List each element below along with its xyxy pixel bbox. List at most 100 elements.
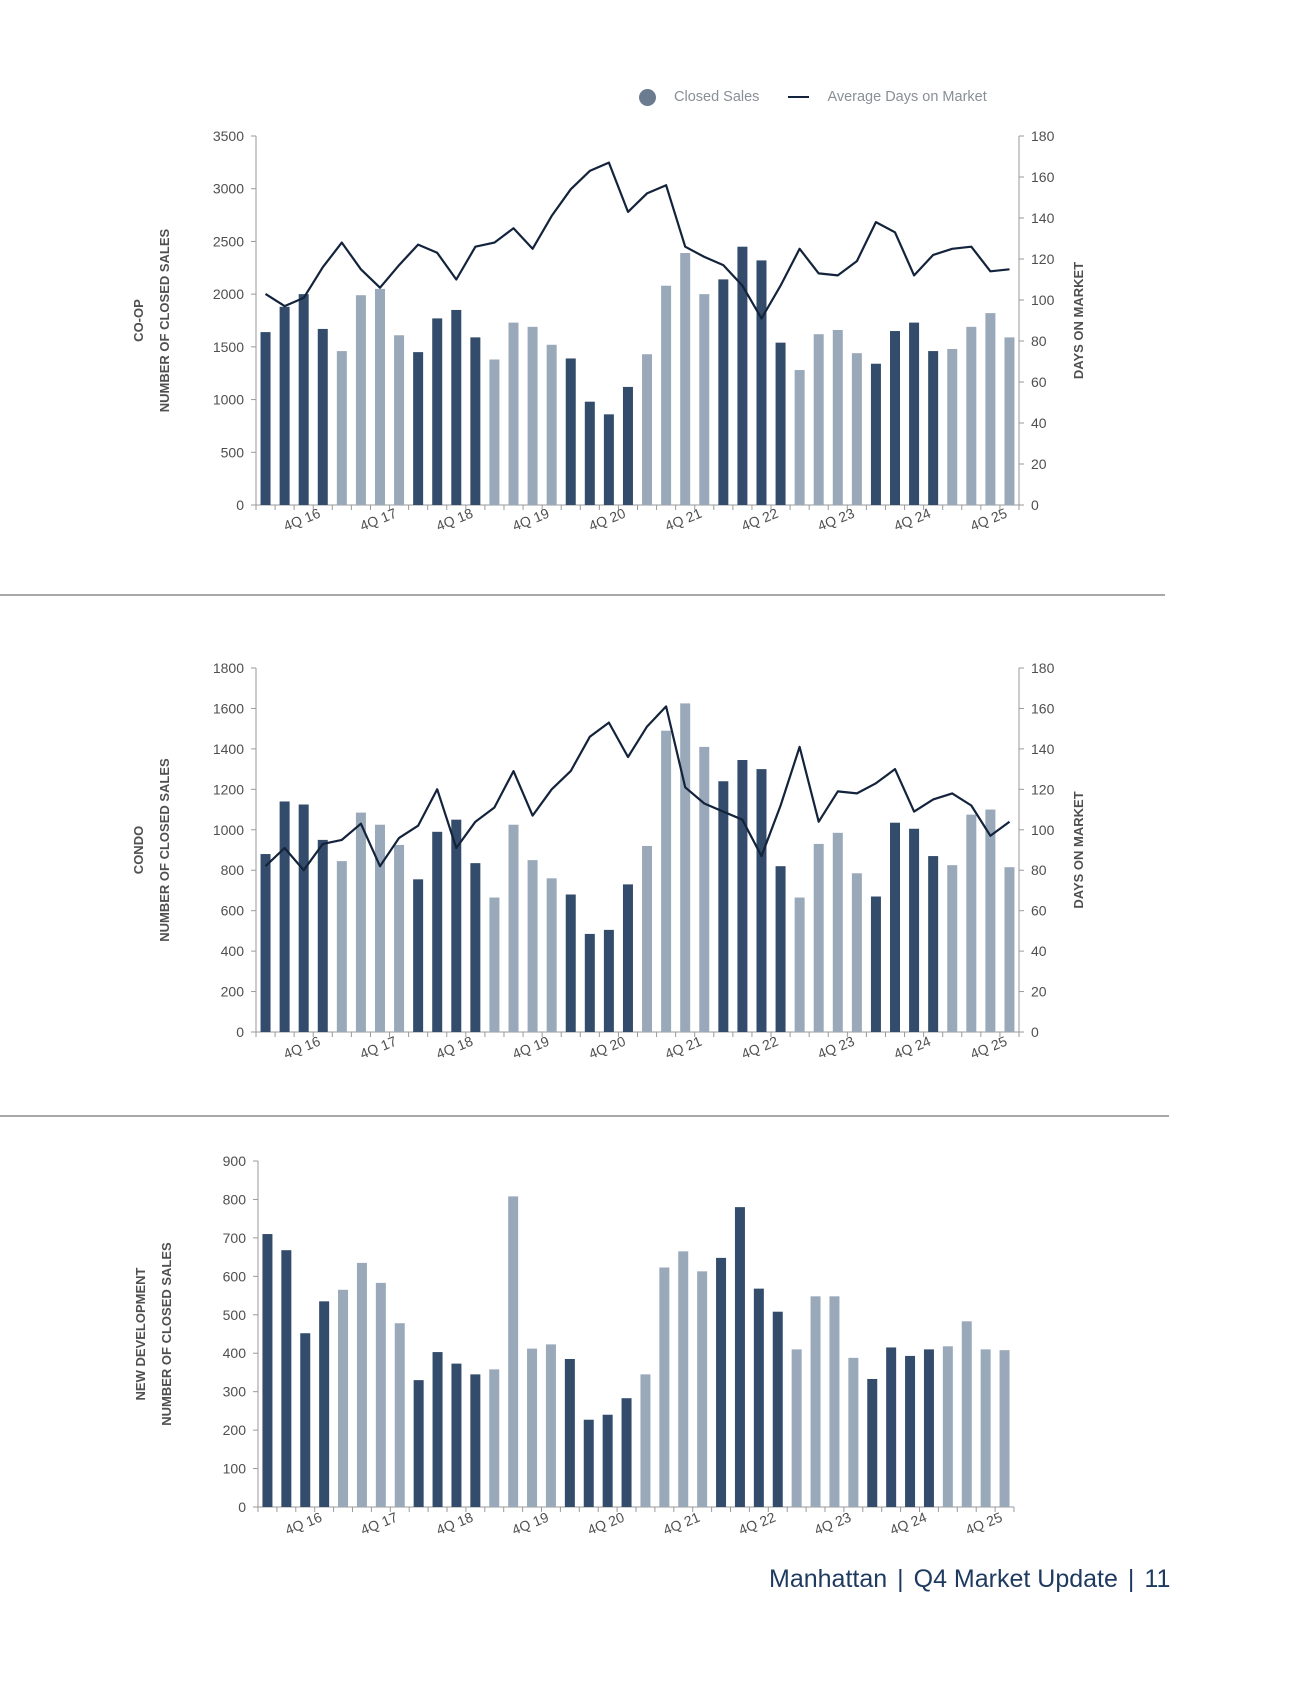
y-tick-label: 1500	[213, 339, 244, 355]
closed-sales-bar	[565, 358, 576, 505]
closed-sales-bar	[470, 1374, 481, 1507]
x-tick-label: 4Q 16	[283, 1509, 325, 1538]
closed-sales-bar	[394, 335, 405, 505]
y2-tick-label: 100	[1031, 822, 1055, 838]
days-on-market-line	[264, 161, 1010, 320]
y2-tick-label: 40	[1031, 415, 1047, 431]
closed-sales-bar	[716, 1257, 727, 1507]
y2-tick-label: 160	[1031, 700, 1055, 716]
coop-chart: 0 500 1000 1500 2000 2500 3000 3500 0 20 40 60 80 100…	[131, 128, 1086, 534]
closed-sales-bar	[642, 354, 653, 505]
x-tick-label: 4Q 25	[963, 1509, 1005, 1538]
closed-sales-bar	[923, 1349, 934, 1507]
x-tick-label: 4Q 19	[509, 1509, 551, 1538]
chart-legend: Closed Sales Average Days on Market	[639, 85, 987, 109]
closed-sales-bar	[603, 414, 614, 505]
closed-sales-bar	[772, 1311, 783, 1507]
y-tick-label: 1400	[213, 741, 244, 757]
y2-tick-label: 40	[1031, 943, 1047, 959]
closed-sales-bar	[432, 1352, 443, 1507]
y-axis-label: NUMBER OF CLOSED SALES	[157, 758, 172, 942]
closed-sales-bar	[260, 854, 271, 1032]
closed-sales-legend-label: Closed Sales	[674, 89, 760, 105]
y2-tick-label: 20	[1031, 456, 1047, 472]
closed-sales-bar	[565, 894, 576, 1032]
y2-tick-label: 120	[1031, 781, 1055, 797]
closed-sales-bar	[508, 322, 519, 505]
x-tick-label: 4Q 20	[585, 1509, 627, 1538]
category-label: CO-OP	[131, 299, 146, 342]
closed-sales-bar	[680, 253, 691, 505]
y2-tick-label: 160	[1031, 169, 1055, 185]
y2-tick-label: 140	[1031, 210, 1055, 226]
closed-sales-bar	[985, 313, 996, 505]
closed-sales-bar	[810, 1296, 821, 1507]
closed-sales-bar	[699, 746, 710, 1032]
closed-sales-bar	[317, 839, 328, 1032]
closed-sales-bar	[336, 351, 347, 505]
closed-sales-bar	[678, 1251, 689, 1507]
y-tick-label: 3500	[213, 128, 244, 144]
y-tick-label: 300	[223, 1384, 247, 1400]
y-tick-label: 200	[221, 984, 245, 1000]
days-on-market-line	[264, 705, 1011, 872]
closed-sales-bar	[775, 342, 786, 505]
closed-sales-bar	[375, 1282, 386, 1507]
closed-sales-bar	[870, 363, 881, 505]
y2-tick-label: 80	[1031, 333, 1047, 349]
closed-sales-bar	[661, 285, 672, 505]
category-label: CONDO	[131, 826, 146, 874]
closed-sales-bar	[867, 1378, 878, 1507]
category-label: NEW DEVELOPMENT	[133, 1267, 148, 1400]
closed-sales-bar	[374, 824, 385, 1032]
closed-sales-bar	[999, 1350, 1010, 1507]
y-tick-label: 2500	[213, 233, 244, 249]
closed-sales-bar	[262, 1234, 273, 1507]
divider-2	[0, 1115, 1169, 1117]
closed-sales-bar	[1004, 337, 1015, 505]
closed-sales-bar	[718, 279, 729, 505]
closed-sales-bar	[942, 1346, 953, 1507]
closed-sales-bar	[489, 359, 500, 505]
y-tick-label: 600	[221, 903, 245, 919]
y-tick-label: 0	[236, 497, 244, 513]
closed-sales-bar	[794, 370, 805, 505]
condo-chart: 0 200 400 600 800 1000 1200 1400 1600 1800 0 20 40 60…	[131, 660, 1086, 1062]
closed-sales-bar	[298, 804, 309, 1032]
closed-sales-bar	[909, 322, 920, 505]
closed-sales-bar	[640, 1374, 651, 1507]
closed-sales-bar	[432, 831, 443, 1032]
closed-sales-legend-marker	[639, 88, 656, 106]
closed-sales-bar	[661, 730, 672, 1032]
y2-axis-label: DAYS ON MARKET	[1071, 791, 1086, 908]
closed-sales-bar	[737, 246, 748, 505]
closed-sales-bar	[279, 306, 290, 505]
closed-sales-bar	[413, 1380, 424, 1507]
closed-sales-bar	[756, 260, 767, 505]
y2-tick-label: 60	[1031, 903, 1047, 919]
divider-1	[0, 594, 1165, 596]
closed-sales-bar	[961, 1321, 972, 1507]
closed-sales-bar	[886, 1347, 897, 1507]
closed-sales-bar	[527, 326, 538, 505]
y-tick-label: 200	[223, 1422, 247, 1438]
y-tick-label: 1000	[213, 822, 244, 838]
closed-sales-bar	[319, 1301, 330, 1507]
closed-sales-bar	[794, 897, 805, 1032]
closed-sales-bar	[734, 1207, 745, 1507]
closed-sales-bar	[451, 819, 462, 1032]
x-tick-label: 4Q 17	[358, 1509, 400, 1538]
closed-sales-bar	[527, 860, 538, 1032]
closed-sales-bar	[905, 1355, 916, 1507]
y-tick-label: 100	[223, 1461, 247, 1477]
closed-sales-bar	[966, 326, 977, 505]
closed-sales-bar	[451, 1363, 462, 1507]
closed-sales-bar	[298, 294, 309, 505]
closed-sales-bar	[527, 1348, 538, 1507]
y2-tick-label: 100	[1031, 292, 1055, 308]
y2-tick-label: 60	[1031, 374, 1047, 390]
y2-tick-label: 120	[1031, 251, 1055, 267]
closed-sales-bar	[602, 1414, 613, 1507]
y2-tick-label: 0	[1031, 1024, 1039, 1040]
closed-sales-bar	[621, 1398, 632, 1507]
